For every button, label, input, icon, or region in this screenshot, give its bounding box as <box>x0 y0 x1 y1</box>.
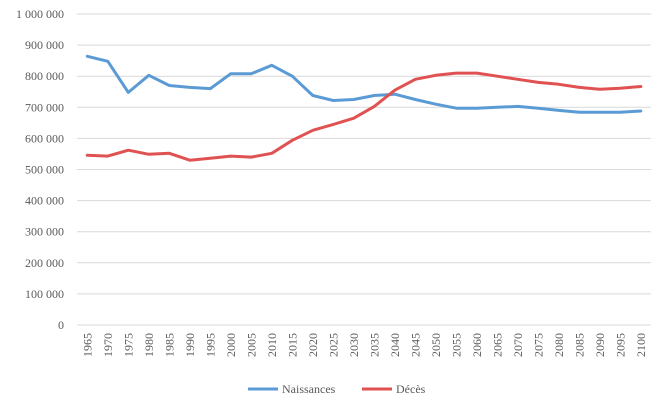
x-axis-ticks: 1965 1970 1975 1980 1985 1990 1995 2000 2005 2010… <box>80 333 648 357</box>
x-tick-label: 2000 <box>224 333 238 357</box>
y-tick-label: 700 000 <box>25 100 64 114</box>
x-tick-label: 2020 <box>306 333 320 357</box>
x-tick-label: 2060 <box>470 333 484 357</box>
y-tick-label: 200 000 <box>25 256 64 270</box>
x-tick-label: 2025 <box>326 333 340 357</box>
legend-label: Naissances <box>282 382 336 396</box>
x-tick-label: 2010 <box>265 333 279 357</box>
y-tick-label: 600 000 <box>25 131 64 145</box>
x-tick-label: 2065 <box>490 333 504 357</box>
x-tick-label: 2055 <box>449 333 463 357</box>
x-tick-label: 2040 <box>388 333 402 357</box>
x-tick-label: 2070 <box>511 333 525 357</box>
y-tick-label: 900 000 <box>25 38 64 52</box>
x-tick-label: 2095 <box>613 333 627 357</box>
y-tick-label: 1 000 000 <box>16 7 64 21</box>
y-tick-label: 100 000 <box>25 287 64 301</box>
x-tick-label: 2090 <box>593 333 607 357</box>
series-lines <box>85 54 643 162</box>
series-line-deces <box>85 71 643 162</box>
y-axis-ticks: 0 100 000 200 000 300 000 400 000 500 000 600 … <box>16 7 64 332</box>
x-tick-label: 2100 <box>634 333 648 357</box>
x-tick-label: 1975 <box>121 333 135 357</box>
legend-label: Décès <box>396 382 426 396</box>
y-tick-label: 500 000 <box>25 163 64 177</box>
x-tick-label: 2050 <box>429 333 443 357</box>
x-tick-label: 2075 <box>531 333 545 357</box>
y-tick-label: 0 <box>58 318 64 332</box>
x-tick-label: 2045 <box>408 333 422 357</box>
x-tick-label: 1965 <box>80 333 94 357</box>
x-tick-label: 1985 <box>162 333 176 357</box>
x-tick-label: 2015 <box>285 333 299 357</box>
x-tick-label: 2085 <box>572 333 586 357</box>
x-tick-label: 1995 <box>203 333 217 357</box>
x-tick-label: 2005 <box>244 333 258 357</box>
legend: Naissances Décès <box>248 382 426 396</box>
x-tick-label: 2030 <box>347 333 361 357</box>
y-tick-label: 300 000 <box>25 225 64 239</box>
x-tick-label: 1990 <box>183 333 197 357</box>
series-line-naissances <box>85 54 643 114</box>
x-tick-label: 1970 <box>101 333 115 357</box>
x-tick-label: 1980 <box>142 333 156 357</box>
gridlines <box>77 13 651 326</box>
y-tick-label: 800 000 <box>25 69 64 83</box>
x-tick-label: 2035 <box>367 333 381 357</box>
y-tick-label: 400 000 <box>25 194 64 208</box>
x-tick-label: 2080 <box>552 333 566 357</box>
